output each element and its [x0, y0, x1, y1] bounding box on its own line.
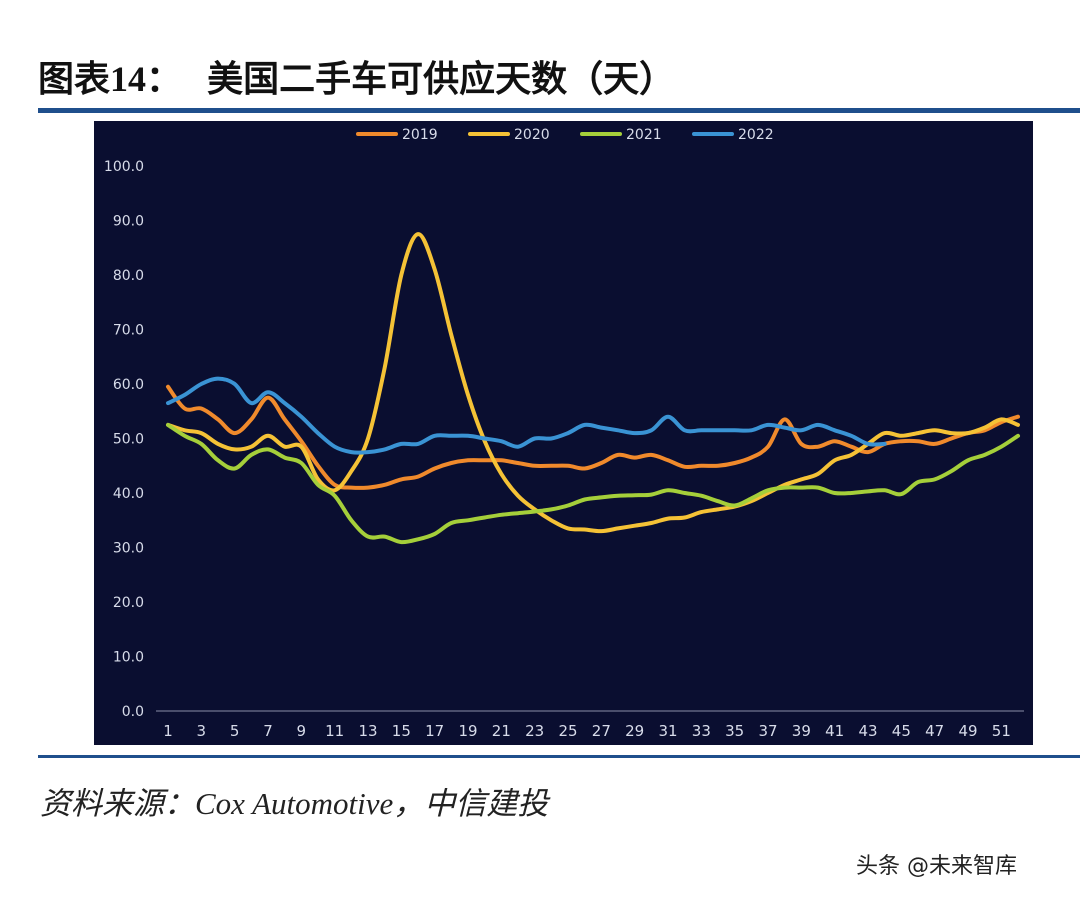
x-tick-label: 13 — [358, 722, 377, 740]
legend-label-2020: 2020 — [514, 127, 550, 143]
x-tick-label: 47 — [925, 722, 944, 740]
x-tick-label: 39 — [792, 722, 811, 740]
x-tick-label: 17 — [425, 722, 444, 740]
y-tick-label: 80.0 — [113, 268, 144, 284]
watermark: 头条 @未来智库 — [856, 854, 1017, 879]
legend-label-2021: 2021 — [626, 127, 662, 143]
y-tick-label: 90.0 — [113, 214, 144, 230]
series-line-2020 — [166, 232, 1020, 534]
series-line-2022 — [166, 376, 887, 455]
x-tick-label: 25 — [558, 722, 577, 740]
x-tick-label: 27 — [592, 722, 611, 740]
x-tick-label: 23 — [525, 722, 544, 740]
y-tick-label: 10.0 — [113, 650, 144, 666]
x-tick-label: 45 — [892, 722, 911, 740]
y-tick-label: 30.0 — [113, 541, 144, 557]
source-note: 资料来源：Cox Automotive，中信建投 — [40, 786, 549, 821]
title-prefix: 图表 — [38, 58, 111, 100]
x-tick-label: 3 — [197, 722, 207, 740]
x-tick-label: 33 — [692, 722, 711, 740]
title-text: 美国二手车可供应天数（天） — [207, 58, 676, 100]
y-tick-label: 50.0 — [113, 432, 144, 448]
bottom-rule — [38, 755, 1080, 758]
line-chart: 0.0 10.0 20.0 30.0 40.0 50.0 60.0 70.0 80.0 90.0 1… — [104, 127, 1024, 740]
x-tick-label: 21 — [492, 722, 511, 740]
top-rule — [38, 108, 1080, 113]
x-tick-label: 11 — [325, 722, 344, 740]
chart-title: 图表14： 美国二手车可供应天数（天） — [38, 50, 675, 102]
y-tick-label: 100.0 — [104, 159, 144, 175]
x-tick-label: 49 — [958, 722, 977, 740]
x-tick-label: 19 — [458, 722, 477, 740]
x-tick-label: 51 — [992, 722, 1011, 740]
y-tick-label: 0.0 — [122, 704, 144, 720]
x-tick-label: 41 — [825, 722, 844, 740]
x-tick-label: 9 — [297, 722, 307, 740]
x-tick-label: 31 — [658, 722, 677, 740]
x-tick-label: 37 — [758, 722, 777, 740]
x-tick-label: 5 — [230, 722, 240, 740]
legend-label-2022: 2022 — [738, 127, 774, 143]
x-tick-label: 35 — [725, 722, 744, 740]
y-tick-label: 60.0 — [113, 377, 144, 393]
y-tick-label: 20.0 — [113, 595, 144, 611]
y-tick-label: 40.0 — [113, 486, 144, 502]
y-tick-label: 70.0 — [113, 323, 144, 339]
x-tick-label: 43 — [858, 722, 877, 740]
chart-area: 0.0 10.0 20.0 30.0 40.0 50.0 60.0 70.0 80.0 90.0 1… — [94, 121, 1033, 745]
series-line-2021 — [166, 422, 1020, 545]
legend-label-2019: 2019 — [402, 127, 438, 143]
x-tick-label: 15 — [392, 722, 411, 740]
x-tick-label: 7 — [263, 722, 273, 740]
title-number: 14： — [110, 59, 183, 99]
x-tick-label: 29 — [625, 722, 644, 740]
x-tick-label: 1 — [163, 722, 173, 740]
series-line-2019 — [166, 384, 1020, 490]
